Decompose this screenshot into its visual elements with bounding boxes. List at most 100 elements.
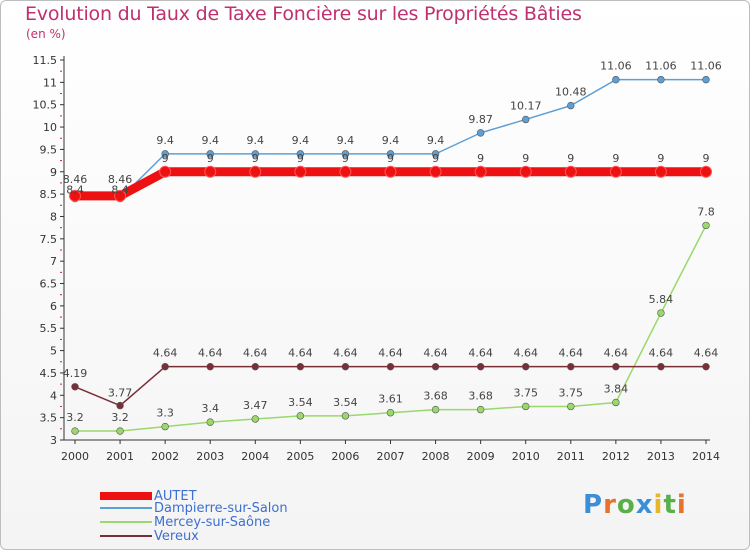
x-tick-label: 2011 (557, 450, 585, 463)
series-point-0 (114, 189, 127, 202)
series-point-1 (206, 150, 214, 158)
y-tick-label: 9.5 (40, 143, 58, 156)
series-point-0 (249, 165, 262, 178)
series-point-2 (206, 418, 214, 426)
y-tick-label: 8 (50, 210, 57, 223)
legend-label-vereux: Vereux (154, 528, 199, 544)
data-label-3: 4.64 (649, 347, 674, 360)
y-tick-label: 3 (50, 434, 57, 447)
x-tick-label: 2009 (467, 450, 495, 463)
series-point-1 (161, 150, 169, 158)
data-label-0: 8.46 (108, 173, 133, 186)
y-tick-label: 4.5 (40, 367, 58, 380)
series-point-3 (431, 362, 440, 371)
logo-letter: t (663, 490, 677, 520)
y-tick-label: 6 (50, 300, 57, 313)
data-label-0: 9 (522, 152, 529, 165)
data-label-0: 9 (477, 152, 484, 165)
data-label-2: 3.75 (559, 386, 584, 399)
data-label-1: 9.4 (337, 134, 355, 147)
series-point-0 (654, 165, 667, 178)
data-label-3: 4.19 (63, 367, 88, 380)
x-tick-label: 2010 (512, 450, 540, 463)
series-point-2 (116, 427, 124, 435)
data-label-0: 9 (432, 152, 439, 165)
x-tick-label: 2008 (422, 450, 450, 463)
series-point-2 (296, 412, 305, 420)
series-point-2 (251, 415, 259, 423)
data-label-1: 11.06 (645, 60, 677, 73)
series-point-3 (206, 362, 214, 371)
legend-label-autet: AUTET (154, 488, 197, 504)
data-label-3: 4.64 (423, 347, 448, 360)
data-label-2: 7.8 (697, 205, 715, 218)
series-point-1 (702, 75, 710, 84)
logo-letter: i (653, 490, 664, 520)
logo-letter: i (676, 490, 687, 520)
y-tick-label: 5.5 (40, 322, 58, 335)
series-point-1 (612, 75, 620, 84)
legend-item-mercey: Mercey-sur-Saône (100, 515, 270, 530)
series-point-0 (294, 165, 307, 178)
x-tick-label: 2012 (602, 450, 630, 463)
series-point-3 (657, 362, 665, 371)
data-label-2: 3.61 (378, 393, 403, 406)
data-label-2: 3.68 (423, 390, 448, 403)
series-point-2 (657, 309, 665, 317)
series-point-3 (522, 362, 530, 371)
x-tick-label: 2007 (377, 450, 405, 463)
data-label-2: 3.2 (66, 411, 84, 424)
data-label-0: 9 (342, 152, 349, 165)
logo-letter: r (603, 490, 617, 520)
y-tick-label: 9 (50, 166, 57, 179)
data-label-0: 9 (567, 152, 574, 165)
x-tick-label: 2000 (61, 450, 89, 463)
series-point-1 (296, 150, 305, 158)
series-point-2 (71, 427, 79, 435)
series-point-2 (341, 412, 350, 420)
data-label-1: 9.4 (201, 134, 219, 147)
x-tick-label: 2013 (647, 450, 675, 463)
data-label-3: 4.64 (243, 347, 268, 360)
series-point-2 (522, 402, 530, 411)
series-point-0 (204, 165, 217, 178)
x-tick-label: 2006 (331, 450, 359, 463)
data-label-2: 3.3 (156, 407, 174, 420)
y-tick-label: 5 (50, 345, 57, 358)
data-label-0: 9 (612, 152, 619, 165)
data-label-3: 4.64 (333, 347, 358, 360)
legend-item-vereux: Vereux (100, 528, 199, 544)
series-point-1 (251, 150, 259, 158)
data-label-1: 11.06 (690, 60, 722, 73)
series-point-0 (609, 165, 622, 178)
series-point-3 (341, 362, 350, 371)
data-label-1: 9.4 (247, 134, 265, 147)
data-label-3: 4.64 (378, 347, 403, 360)
y-tick-label: 4 (50, 389, 57, 402)
series-point-0 (339, 165, 352, 178)
data-label-0: 9 (162, 152, 169, 165)
data-label-1: 10.48 (555, 86, 587, 99)
series-point-2 (386, 409, 395, 417)
y-tick-label: 10 (43, 121, 57, 134)
data-label-3: 4.64 (559, 347, 584, 360)
series-point-3 (161, 362, 169, 371)
data-label-2: 3.47 (243, 399, 268, 412)
data-label-3: 4.64 (198, 347, 223, 360)
legend-swatch-vereux (100, 535, 152, 537)
series-point-0 (159, 165, 172, 178)
series-point-1 (431, 150, 440, 158)
logo-letter: x (635, 490, 654, 520)
data-label-0: 9 (297, 152, 304, 165)
data-label-1: 9.4 (382, 134, 400, 147)
y-tick-label: 11.5 (33, 54, 58, 67)
y-tick-label: 7 (50, 255, 57, 268)
y-tick-label: 6.5 (40, 278, 58, 291)
series-point-3 (702, 362, 710, 371)
data-label-3: 4.64 (153, 347, 178, 360)
legend-swatch-autet (100, 492, 152, 500)
data-label-1: 11.06 (600, 60, 632, 73)
data-label-3: 3.77 (108, 387, 133, 400)
y-tick-label: 3.5 (40, 412, 58, 425)
data-label-1: 10.17 (510, 99, 542, 112)
